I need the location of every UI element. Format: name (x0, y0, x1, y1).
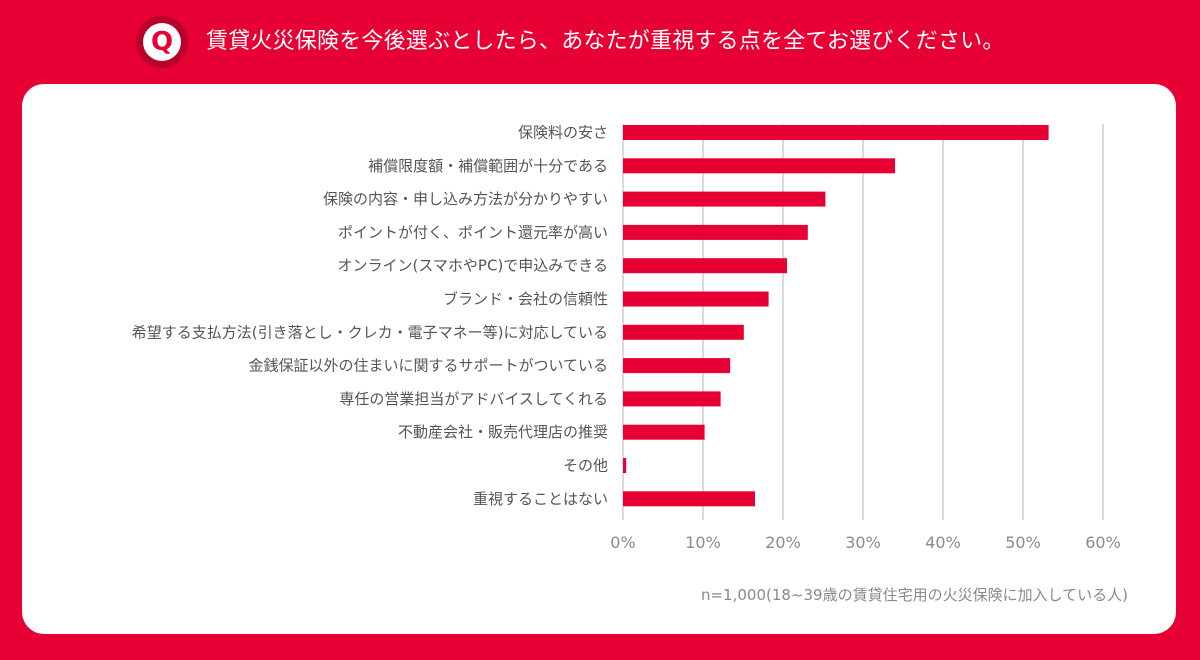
chart-panel: 保険料の安さ補償限度額・補償範囲が十分である保険の内容・申し込み方法が分かりやす… (22, 84, 1176, 634)
question-title: 賃貸火災保険を今後選ぶとしたら、あなたが重視する点を全てお選びください。 (206, 29, 1005, 54)
category-labels: 保険料の安さ補償限度額・補償範囲が十分である保険の内容・申し込み方法が分かりやす… (132, 124, 608, 508)
bar (623, 258, 787, 274)
x-axis-ticks: 0% 10% 20% 30% 40% 50% 60% (610, 533, 1120, 552)
category-label: 保険料の安さ (518, 124, 608, 142)
category-label: 保険の内容・申し込み方法が分かりやすい (323, 190, 608, 208)
x-tick-label: 30% (845, 533, 881, 552)
category-label: その他 (563, 457, 608, 475)
x-tick-label: 10% (685, 533, 721, 552)
bar (623, 158, 895, 174)
x-tick-label: 20% (765, 533, 801, 552)
category-label: ブランド・会社の信頼性 (443, 290, 608, 308)
bar (623, 191, 826, 207)
category-label: ポイントが付く、ポイント還元率が高い (338, 223, 608, 241)
bar (623, 324, 744, 340)
bar (623, 458, 627, 473)
bar (623, 491, 755, 507)
bar (623, 291, 769, 307)
header-bar: Q 賃貸火災保険を今後選ぶとしたら、あなたが重視する点を全てお選びください。 (0, 0, 1200, 84)
category-label: オンライン(スマホやPC)で申込みできる (338, 257, 608, 275)
bar (623, 224, 808, 240)
bars (623, 125, 1049, 507)
category-label: 補償限度額・補償範囲が十分である (368, 157, 608, 175)
question-badge: Q (136, 16, 188, 68)
grid-lines (622, 124, 1104, 520)
x-tick-label: 0% (610, 533, 635, 552)
bar-chart: 保険料の安さ補償限度額・補償範囲が十分である保険の内容・申し込み方法が分かりやす… (132, 124, 1121, 553)
bar (623, 424, 705, 440)
category-label: 不動産会社・販売代理店の推奨 (398, 423, 608, 441)
category-label: 金銭保証以外の住まいに関するサポートがついている (248, 357, 608, 375)
category-label: 希望する支払方法(引き落とし・クレカ・電子マネー等)に対応している (132, 323, 608, 341)
question-badge-letter: Q (143, 23, 181, 61)
bar (623, 391, 721, 407)
sample-note: n=1,000(18~39歳の賃貸住宅用の火災保険に加入している人) (700, 586, 1128, 604)
category-label: 専任の営業担当がアドバイスしてくれる (339, 390, 608, 408)
x-tick-label: 50% (1005, 533, 1041, 552)
x-tick-label: 60% (1085, 533, 1121, 552)
bar (623, 125, 1049, 140)
x-tick-label: 40% (925, 533, 961, 552)
category-label: 重視することはない (473, 490, 608, 508)
bar (623, 358, 731, 374)
